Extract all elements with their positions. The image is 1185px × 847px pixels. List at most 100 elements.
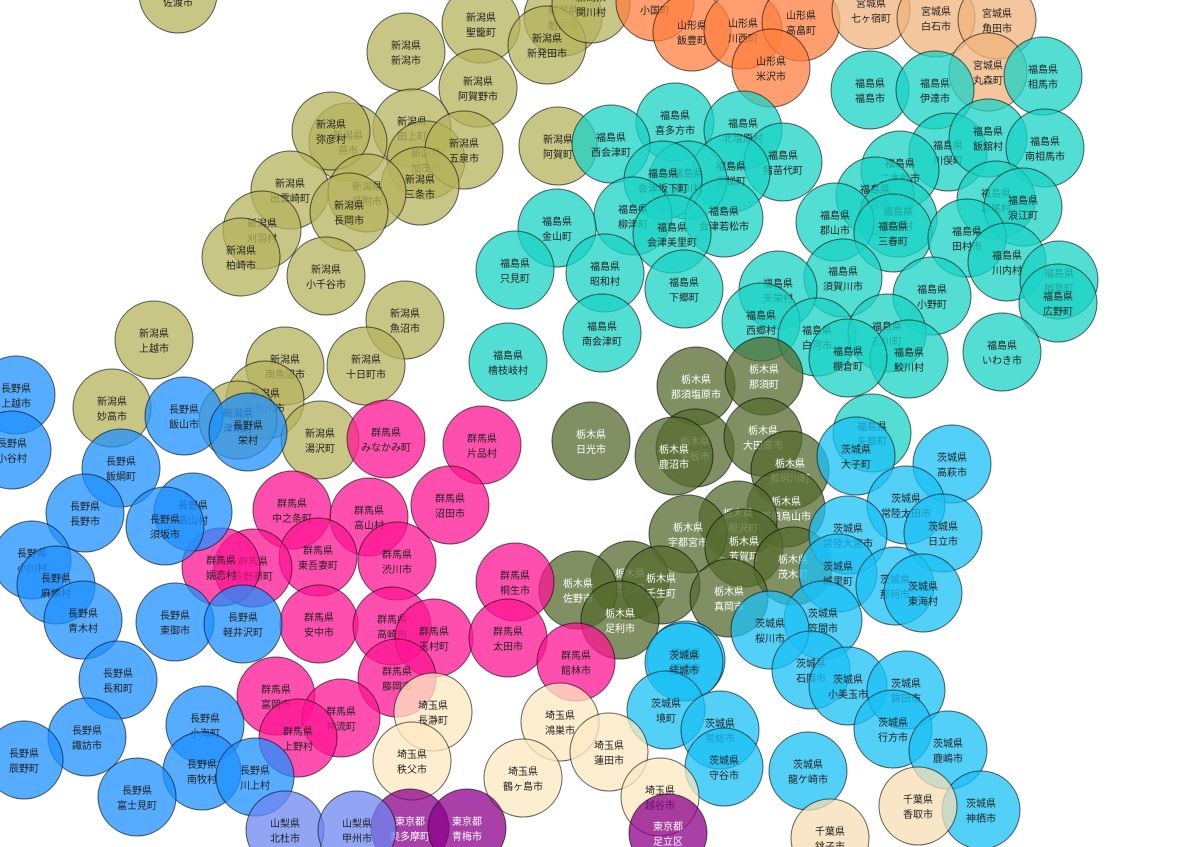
municipality-circle[interactable] [372, 721, 452, 801]
municipality-marker[interactable]: 新潟県関川村 [551, 0, 631, 44]
municipality-circle[interactable] [1003, 36, 1083, 116]
municipality-circle[interactable] [878, 766, 958, 846]
municipality-circle[interactable] [644, 249, 724, 329]
municipality-circle[interactable] [768, 731, 848, 811]
municipality-circle[interactable] [634, 416, 714, 496]
municipality-circle[interactable] [0, 410, 52, 490]
municipality-circle[interactable] [138, 0, 218, 34]
municipality-circle[interactable] [346, 399, 426, 479]
municipality-circle[interactable] [962, 312, 1042, 392]
municipality-circle[interactable] [291, 91, 371, 171]
municipality-circle[interactable] [43, 580, 123, 660]
municipality-circle[interactable] [366, 12, 446, 92]
municipality-circle[interactable] [483, 738, 563, 818]
municipality-circle[interactable] [562, 293, 642, 373]
municipality-circle[interactable] [790, 798, 870, 847]
municipality-circle[interactable] [326, 326, 406, 406]
municipality-circle[interactable] [808, 318, 888, 398]
municipality-circle[interactable] [551, 401, 631, 481]
municipality-circle[interactable] [125, 486, 205, 566]
municipality-circle[interactable] [410, 465, 490, 545]
municipality-circle[interactable] [628, 793, 708, 847]
municipality-circle[interactable] [468, 322, 548, 402]
municipality-circle[interactable] [201, 217, 281, 297]
municipality-circle[interactable] [883, 553, 963, 633]
municipality-circle[interactable] [1018, 263, 1098, 343]
municipality-circle[interactable] [317, 790, 397, 847]
municipality-circle[interactable] [0, 720, 64, 800]
municipality-circle[interactable] [114, 300, 194, 380]
municipality-marker[interactable]: 新潟県佐渡市 [138, 0, 218, 34]
municipality-circle[interactable] [208, 392, 288, 472]
municipality-marker[interactable]: 千葉県銚子市 [790, 798, 870, 847]
municipality-circle[interactable] [97, 757, 177, 837]
municipality-circle[interactable] [286, 236, 366, 316]
municipality-circle[interactable] [135, 582, 215, 662]
municipality-circle[interactable] [475, 230, 555, 310]
municipality-circle[interactable] [279, 584, 359, 664]
municipality-circle[interactable] [203, 584, 283, 664]
